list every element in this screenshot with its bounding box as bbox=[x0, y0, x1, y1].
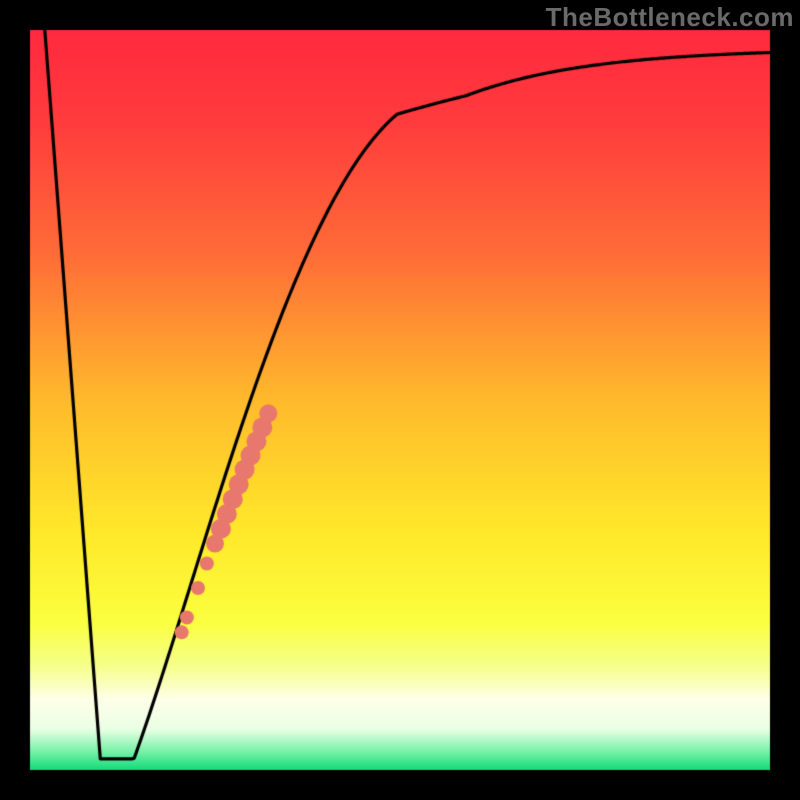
bottleneck-chart-canvas bbox=[0, 0, 800, 800]
chart-container: TheBottleneck.com bbox=[0, 0, 800, 800]
